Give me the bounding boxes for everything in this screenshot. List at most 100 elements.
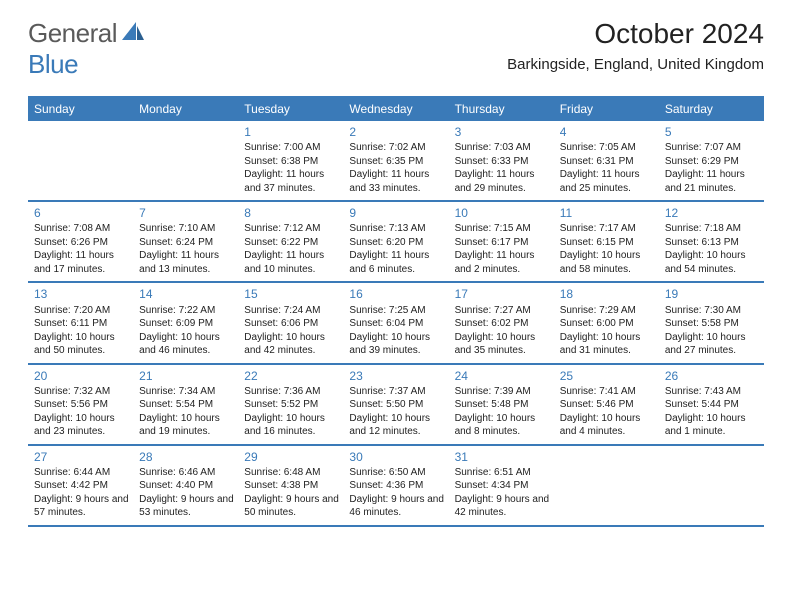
logo-text: General Blue: [28, 18, 144, 80]
day-number: 24: [455, 368, 550, 384]
sunrise-text: Sunrise: 6:51 AM: [455, 466, 550, 480]
sunrise-text: Sunrise: 7:43 AM: [665, 385, 760, 399]
day-cell: 26Sunrise: 7:43 AMSunset: 5:44 PMDayligh…: [659, 365, 764, 444]
sunset-text: Sunset: 6:33 PM: [455, 155, 550, 169]
day-cell: 13Sunrise: 7:20 AMSunset: 6:11 PMDayligh…: [28, 283, 133, 362]
day-number: 11: [560, 205, 655, 221]
day-number: 8: [244, 205, 339, 221]
sunrise-text: Sunrise: 7:32 AM: [34, 385, 129, 399]
sunrise-text: Sunrise: 7:39 AM: [455, 385, 550, 399]
sunrise-text: Sunrise: 6:44 AM: [34, 466, 129, 480]
sunrise-text: Sunrise: 7:03 AM: [455, 141, 550, 155]
sunrise-text: Sunrise: 7:13 AM: [349, 222, 444, 236]
day-number: 30: [349, 449, 444, 465]
day-number: 31: [455, 449, 550, 465]
dow-row: SundayMondayTuesdayWednesdayThursdayFrid…: [28, 98, 764, 121]
sunset-text: Sunset: 6:04 PM: [349, 317, 444, 331]
daylight-text: Daylight: 10 hours and 16 minutes.: [244, 412, 339, 439]
week-row: 20Sunrise: 7:32 AMSunset: 5:56 PMDayligh…: [28, 365, 764, 446]
day-cell: [28, 121, 133, 200]
daylight-text: Daylight: 11 hours and 17 minutes.: [34, 249, 129, 276]
day-cell: 28Sunrise: 6:46 AMSunset: 4:40 PMDayligh…: [133, 446, 238, 525]
day-number: 28: [139, 449, 234, 465]
sunset-text: Sunset: 6:06 PM: [244, 317, 339, 331]
day-number: 16: [349, 286, 444, 302]
daylight-text: Daylight: 10 hours and 8 minutes.: [455, 412, 550, 439]
day-number: 27: [34, 449, 129, 465]
sunset-text: Sunset: 6:26 PM: [34, 236, 129, 250]
day-number: 19: [665, 286, 760, 302]
sunset-text: Sunset: 6:35 PM: [349, 155, 444, 169]
daylight-text: Daylight: 10 hours and 31 minutes.: [560, 331, 655, 358]
day-cell: 31Sunrise: 6:51 AMSunset: 4:34 PMDayligh…: [449, 446, 554, 525]
header: General Blue October 2024 Barkingside, E…: [0, 0, 792, 84]
logo-text-blue: Blue: [28, 49, 78, 79]
day-number: 18: [560, 286, 655, 302]
daylight-text: Daylight: 10 hours and 58 minutes.: [560, 249, 655, 276]
sunset-text: Sunset: 4:42 PM: [34, 479, 129, 493]
day-cell: 11Sunrise: 7:17 AMSunset: 6:15 PMDayligh…: [554, 202, 659, 281]
week-row: 6Sunrise: 7:08 AMSunset: 6:26 PMDaylight…: [28, 202, 764, 283]
sunrise-text: Sunrise: 7:18 AM: [665, 222, 760, 236]
daylight-text: Daylight: 9 hours and 46 minutes.: [349, 493, 444, 520]
day-number: 1: [244, 124, 339, 140]
day-cell: 27Sunrise: 6:44 AMSunset: 4:42 PMDayligh…: [28, 446, 133, 525]
day-cell: 3Sunrise: 7:03 AMSunset: 6:33 PMDaylight…: [449, 121, 554, 200]
sunset-text: Sunset: 5:46 PM: [560, 398, 655, 412]
day-cell: 22Sunrise: 7:36 AMSunset: 5:52 PMDayligh…: [238, 365, 343, 444]
sunrise-text: Sunrise: 6:48 AM: [244, 466, 339, 480]
day-number: 10: [455, 205, 550, 221]
day-number: 5: [665, 124, 760, 140]
day-number: 6: [34, 205, 129, 221]
sunrise-text: Sunrise: 7:12 AM: [244, 222, 339, 236]
day-cell: 25Sunrise: 7:41 AMSunset: 5:46 PMDayligh…: [554, 365, 659, 444]
day-number: 26: [665, 368, 760, 384]
calendar: SundayMondayTuesdayWednesdayThursdayFrid…: [28, 96, 764, 527]
daylight-text: Daylight: 10 hours and 23 minutes.: [34, 412, 129, 439]
day-number: 15: [244, 286, 339, 302]
dow-cell: Monday: [133, 98, 238, 121]
daylight-text: Daylight: 10 hours and 46 minutes.: [139, 331, 234, 358]
daylight-text: Daylight: 10 hours and 50 minutes.: [34, 331, 129, 358]
day-cell: [133, 121, 238, 200]
sunrise-text: Sunrise: 7:24 AM: [244, 304, 339, 318]
day-cell: 15Sunrise: 7:24 AMSunset: 6:06 PMDayligh…: [238, 283, 343, 362]
daylight-text: Daylight: 11 hours and 21 minutes.: [665, 168, 760, 195]
title-block: October 2024 Barkingside, England, Unite…: [507, 18, 764, 73]
day-cell: 2Sunrise: 7:02 AMSunset: 6:35 PMDaylight…: [343, 121, 448, 200]
sunrise-text: Sunrise: 7:08 AM: [34, 222, 129, 236]
day-cell: 6Sunrise: 7:08 AMSunset: 6:26 PMDaylight…: [28, 202, 133, 281]
day-cell: [554, 446, 659, 525]
day-number: 14: [139, 286, 234, 302]
week-row: 27Sunrise: 6:44 AMSunset: 4:42 PMDayligh…: [28, 446, 764, 527]
sunset-text: Sunset: 4:36 PM: [349, 479, 444, 493]
dow-cell: Tuesday: [238, 98, 343, 121]
week-row: 13Sunrise: 7:20 AMSunset: 6:11 PMDayligh…: [28, 283, 764, 364]
day-number: 13: [34, 286, 129, 302]
dow-cell: Wednesday: [343, 98, 448, 121]
sunset-text: Sunset: 5:52 PM: [244, 398, 339, 412]
daylight-text: Daylight: 9 hours and 42 minutes.: [455, 493, 550, 520]
dow-cell: Sunday: [28, 98, 133, 121]
day-cell: 10Sunrise: 7:15 AMSunset: 6:17 PMDayligh…: [449, 202, 554, 281]
daylight-text: Daylight: 11 hours and 33 minutes.: [349, 168, 444, 195]
sunrise-text: Sunrise: 7:10 AM: [139, 222, 234, 236]
daylight-text: Daylight: 11 hours and 37 minutes.: [244, 168, 339, 195]
sunset-text: Sunset: 6:24 PM: [139, 236, 234, 250]
daylight-text: Daylight: 10 hours and 39 minutes.: [349, 331, 444, 358]
sunrise-text: Sunrise: 7:17 AM: [560, 222, 655, 236]
sunrise-text: Sunrise: 7:20 AM: [34, 304, 129, 318]
sunset-text: Sunset: 6:15 PM: [560, 236, 655, 250]
daylight-text: Daylight: 9 hours and 50 minutes.: [244, 493, 339, 520]
daylight-text: Daylight: 10 hours and 12 minutes.: [349, 412, 444, 439]
dow-cell: Saturday: [659, 98, 764, 121]
day-number: 21: [139, 368, 234, 384]
day-cell: 8Sunrise: 7:12 AMSunset: 6:22 PMDaylight…: [238, 202, 343, 281]
sunset-text: Sunset: 5:44 PM: [665, 398, 760, 412]
sunset-text: Sunset: 4:40 PM: [139, 479, 234, 493]
daylight-text: Daylight: 9 hours and 57 minutes.: [34, 493, 129, 520]
sunrise-text: Sunrise: 6:46 AM: [139, 466, 234, 480]
sunset-text: Sunset: 5:50 PM: [349, 398, 444, 412]
day-number: 25: [560, 368, 655, 384]
daylight-text: Daylight: 9 hours and 53 minutes.: [139, 493, 234, 520]
